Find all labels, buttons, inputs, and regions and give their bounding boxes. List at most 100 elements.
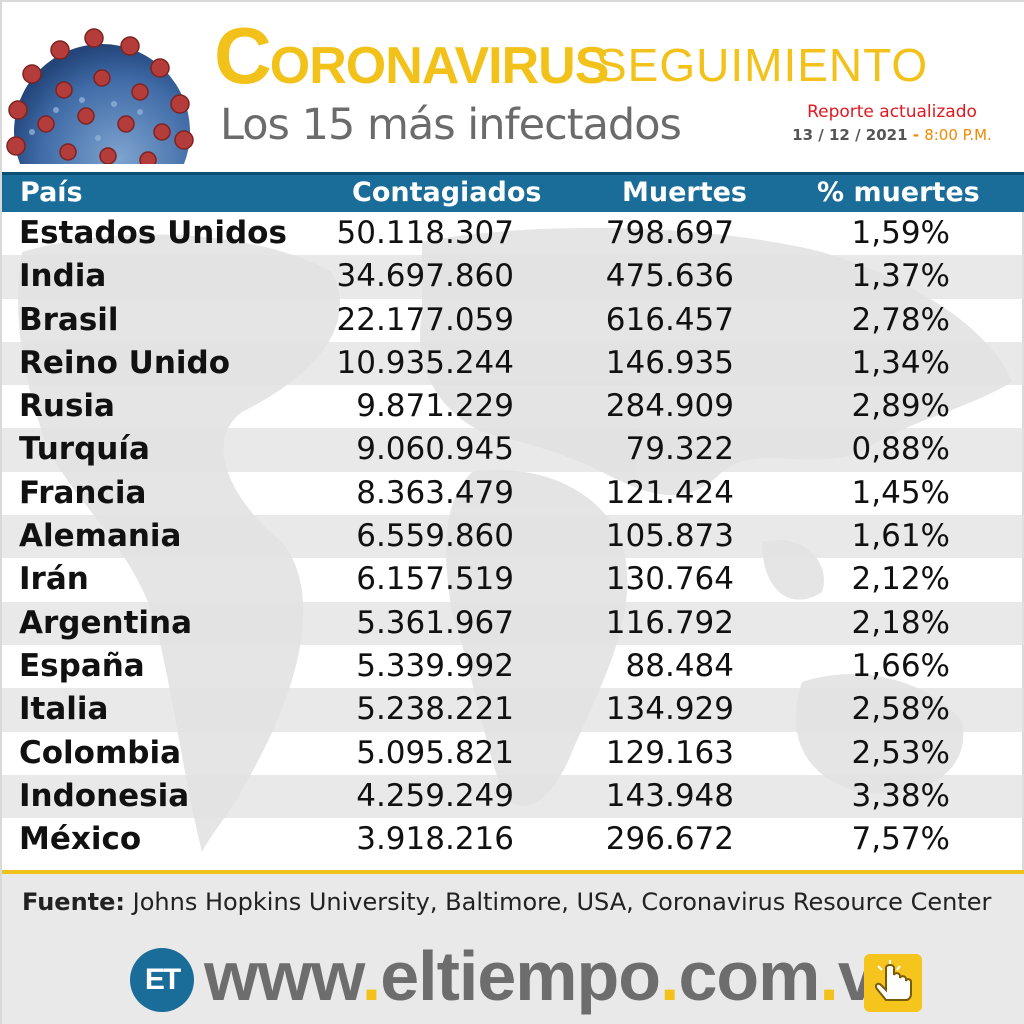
website-link[interactable]: www.eltiempo.com.ve [204, 936, 915, 1016]
country-cell: Francia [19, 474, 147, 511]
country-cell: Irán [19, 561, 89, 598]
cases-cell: 22.177.059 [336, 301, 515, 338]
table-row: Argentina 5.361.967 116.792 2,18% [2, 601, 1024, 645]
url-www: www [204, 937, 363, 1015]
pct-cell: 1,37% [851, 258, 950, 295]
deaths-cell: 134.929 [605, 691, 734, 728]
data-table: País Contagiados Muertes % muertes Estad… [2, 172, 1024, 862]
header-deaths: Muertes [622, 177, 748, 208]
title-rest: ORONAVIRUS [269, 37, 610, 95]
table-header: País Contagiados Muertes % muertes [2, 172, 1024, 212]
country-cell: Argentina [19, 604, 192, 641]
report-date-line: 13 / 12 / 2021 - 8:00 P.M. [782, 126, 1002, 144]
header: CORONAVIRUS SEGUIMIENTO Los 15 más infec… [2, 2, 1024, 172]
url-dot: . [819, 937, 838, 1015]
deaths-cell: 105.873 [605, 518, 734, 555]
table-row: Rusia 9.871.229 284.909 2,89% [2, 385, 1024, 428]
report-date: 13 / 12 / 2021 [792, 126, 908, 144]
cases-cell: 8.363.479 [356, 474, 514, 511]
hand-pointer-icon [864, 954, 922, 1012]
cases-cell: 9.060.945 [356, 431, 514, 468]
table-row: Reino Unido 10.935.244 146.935 1,34% [2, 341, 1024, 386]
report-info: Reporte actualizado 13 / 12 / 2021 - 8:0… [782, 102, 1002, 144]
report-time: 8:00 P.M. [924, 126, 992, 144]
pct-cell: 1,61% [851, 518, 950, 555]
title-initial: C [214, 11, 272, 100]
deaths-cell: 143.948 [605, 777, 734, 814]
table-row: Turquía 9.060.945 79.322 0,88% [2, 428, 1024, 472]
subtitle: Los 15 más infectados [220, 100, 682, 150]
table-row: Italia 5.238.221 134.929 2,58% [2, 688, 1024, 732]
deaths-cell: 130.764 [605, 561, 734, 598]
url-com: com [678, 937, 820, 1015]
table-row: Estados Unidos 50.118.307 798.697 1,59% [2, 212, 1024, 255]
table-body: Estados Unidos 50.118.307 798.697 1,59% Ind… [2, 212, 1024, 861]
deaths-cell: 798.697 [605, 215, 734, 251]
deaths-cell: 88.484 [625, 647, 734, 684]
pct-cell: 1,66% [851, 647, 950, 684]
deaths-cell: 146.935 [605, 344, 734, 381]
brand-footer: ET www.eltiempo.com.ve [2, 932, 1024, 1024]
header-pct: % muertes [817, 177, 980, 208]
deaths-cell: 129.163 [605, 734, 734, 771]
table-row: España 5.339.992 88.484 1,66% [2, 645, 1024, 688]
table-row: Indonesia 4.259.249 143.948 3,38% [2, 774, 1024, 819]
et-logo: ET [130, 948, 194, 1012]
header-cases: Contagiados [352, 177, 542, 208]
country-cell: Turquía [19, 431, 150, 468]
country-cell: India [19, 258, 107, 295]
report-separator: - [907, 126, 925, 144]
title: CORONAVIRUS [214, 10, 609, 100]
cases-cell: 50.118.307 [336, 215, 515, 251]
country-cell: Italia [19, 691, 109, 728]
country-cell: Alemania [19, 518, 182, 555]
url-dot: . [660, 937, 679, 1015]
table-row: Irán 6.157.519 130.764 2,12% [2, 558, 1024, 601]
pct-cell: 2,53% [851, 734, 950, 771]
deaths-cell: 616.457 [605, 301, 734, 338]
pct-cell: 0,88% [851, 431, 950, 468]
cases-cell: 4.259.249 [356, 777, 514, 814]
country-cell: Rusia [19, 388, 115, 425]
cases-cell: 3.918.216 [356, 821, 514, 858]
cases-cell: 6.559.860 [356, 518, 514, 555]
cases-cell: 6.157.519 [356, 561, 514, 598]
pct-cell: 1,34% [851, 344, 950, 381]
cases-cell: 9.871.229 [356, 388, 514, 425]
table-row: Colombia 5.095.821 129.163 2,53% [2, 732, 1024, 775]
pct-cell: 2,89% [851, 388, 950, 425]
pct-cell: 1,45% [851, 474, 950, 511]
table-row: Brasil 22.177.059 616.457 2,78% [2, 299, 1024, 342]
pct-cell: 2,18% [851, 604, 950, 641]
deaths-cell: 284.909 [605, 388, 734, 425]
report-label: Reporte actualizado [807, 102, 977, 122]
source-line: Fuente: Johns Hopkins University, Baltim… [2, 874, 1024, 932]
cases-cell: 34.697.860 [336, 258, 515, 295]
table-row: Francia 8.363.479 121.424 1,45% [2, 472, 1024, 515]
virus-icon [6, 28, 194, 164]
deaths-cell: 116.792 [605, 604, 734, 641]
pct-cell: 7,57% [851, 821, 950, 858]
country-cell: Brasil [19, 301, 119, 338]
pct-cell: 2,12% [851, 561, 950, 598]
country-cell: España [19, 647, 145, 684]
cases-cell: 5.361.967 [356, 604, 514, 641]
source-text: Johns Hopkins University, Baltimore, USA… [125, 888, 992, 916]
pct-cell: 2,78% [851, 301, 950, 338]
country-cell: Indonesia [19, 777, 190, 814]
country-cell: Colombia [19, 734, 182, 771]
pct-cell: 1,59% [851, 215, 950, 251]
footer-divider [2, 870, 1024, 874]
header-country: País [20, 177, 83, 208]
country-cell: Estados Unidos [19, 215, 287, 251]
cases-cell: 5.238.221 [356, 691, 514, 728]
title-second: SEGUIMIENTO [596, 39, 929, 91]
url-name: eltiempo [380, 937, 661, 1015]
cases-cell: 5.095.821 [356, 734, 514, 771]
country-cell: Reino Unido [19, 344, 231, 381]
source-label: Fuente: [22, 888, 125, 916]
cases-cell: 5.339.992 [356, 647, 514, 684]
url-dot: . [361, 937, 381, 1015]
deaths-cell: 121.424 [605, 474, 734, 511]
